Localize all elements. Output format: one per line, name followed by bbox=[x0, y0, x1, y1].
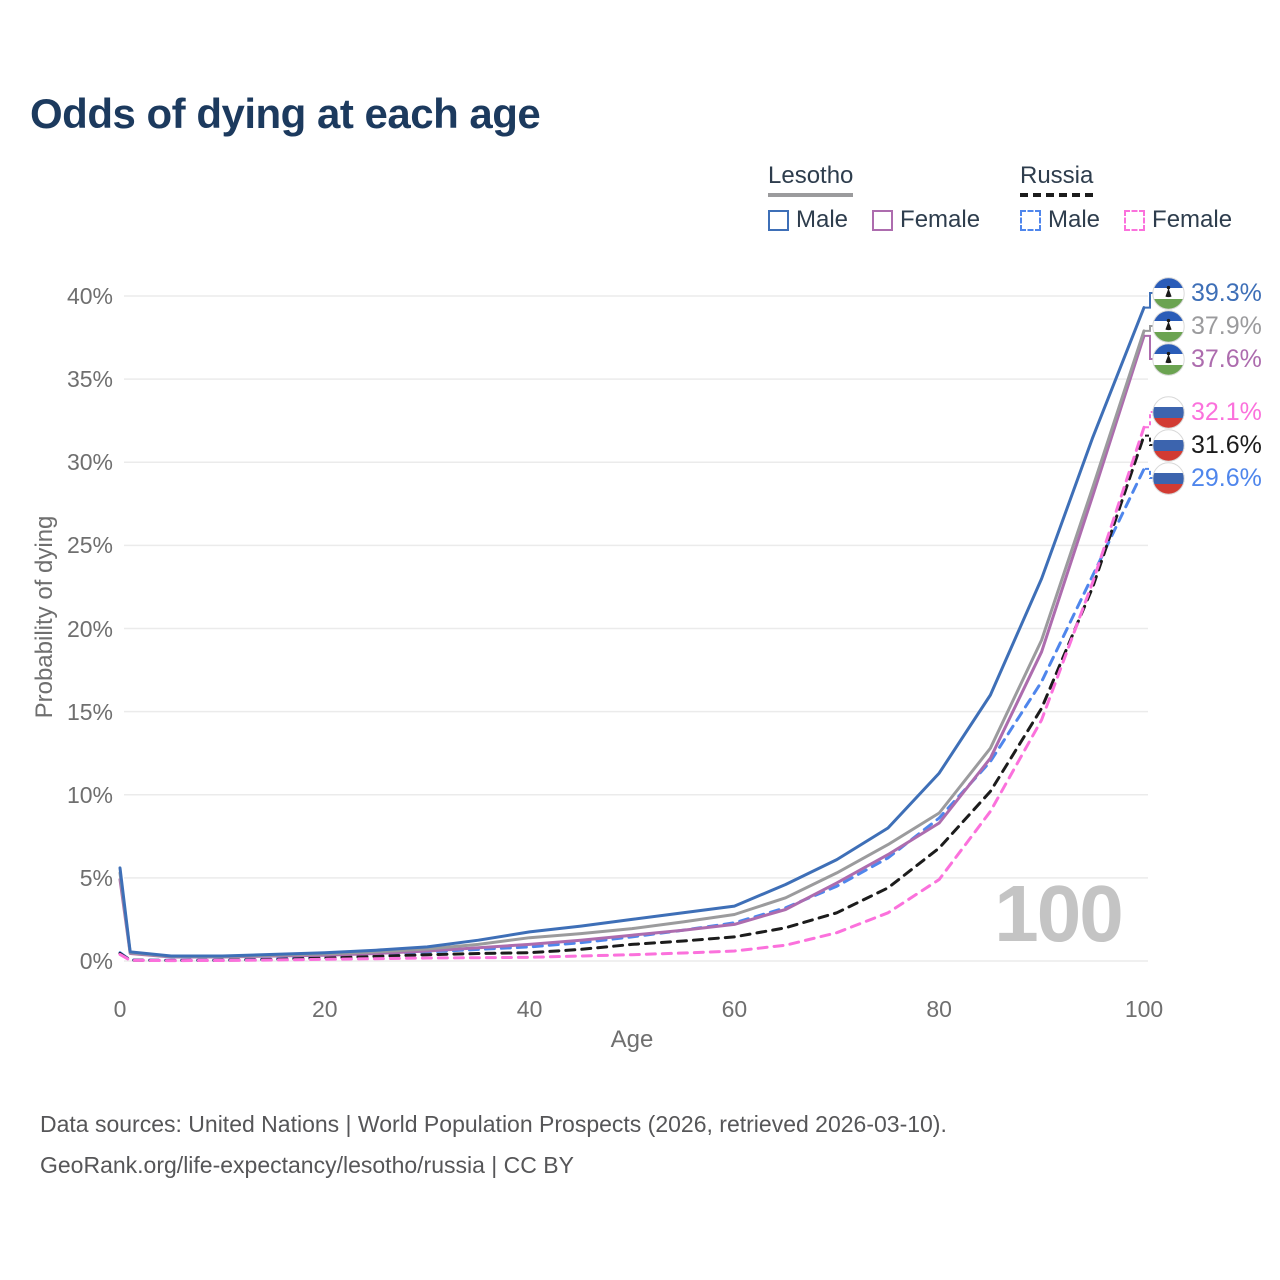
legend-row: Male Female bbox=[1020, 206, 1256, 234]
lesotho-flag-icon bbox=[1152, 342, 1185, 376]
x-axis-title: Age bbox=[610, 1026, 654, 1053]
legend-item-label: Male bbox=[1048, 206, 1101, 233]
legend-group-russia: Russia Male Female bbox=[1020, 162, 1256, 234]
russia-flag-icon bbox=[1152, 428, 1185, 462]
footer-sources-line: Data sources: United Nations | World Pop… bbox=[40, 1111, 947, 1137]
page-title: Odds of dying at each age bbox=[30, 90, 541, 137]
lesotho-flag-icon bbox=[1152, 309, 1185, 343]
mokorotlo-hat-icon bbox=[1166, 351, 1171, 355]
russia-male-swatch-icon[interactable] bbox=[1020, 209, 1041, 231]
end-label-lesotho: 37.9% bbox=[1152, 309, 1262, 343]
x-tick-label: 20 bbox=[312, 996, 338, 1022]
legend-item-label: Male bbox=[796, 206, 849, 233]
footer: Data sources: United Nations | World Pop… bbox=[40, 1104, 947, 1186]
end-label-russia-female: 32.1% bbox=[1152, 395, 1262, 429]
y-tick-label: 35% bbox=[66, 366, 113, 393]
end-label-value: 37.9% bbox=[1191, 311, 1262, 340]
legend-item-russia-female[interactable]: Female bbox=[1124, 206, 1232, 234]
series-line-lesotho bbox=[118, 329, 1146, 958]
end-label-russia-male: 29.6% bbox=[1152, 461, 1262, 495]
x-tick-label: 100 bbox=[1124, 996, 1164, 1022]
watermark-100: 100 bbox=[994, 869, 1123, 958]
legend-country-russia: Russia bbox=[1020, 162, 1094, 197]
y-tick-label: 20% bbox=[66, 615, 113, 642]
y-tick-label: 0% bbox=[79, 948, 113, 974]
russia-flag-icon bbox=[1152, 461, 1185, 495]
legend-item-lesotho-female[interactable]: Female bbox=[872, 206, 980, 234]
end-label-russia: 31.6% bbox=[1152, 428, 1262, 462]
y-tick-label: 30% bbox=[66, 449, 113, 476]
lesotho-flag-icon bbox=[1152, 276, 1185, 310]
legend-row: Male Female bbox=[768, 206, 1004, 234]
legend-item-label: Female bbox=[900, 206, 981, 233]
lesotho-female-swatch-icon[interactable] bbox=[872, 209, 894, 231]
y-tick-label: 5% bbox=[79, 864, 113, 891]
series-line-russia-female bbox=[118, 425, 1146, 963]
legend-country-lesotho: Lesotho bbox=[768, 162, 854, 197]
legend-group-lesotho: Lesotho Male Female bbox=[768, 162, 1004, 234]
end-label-value: 31.6% bbox=[1191, 430, 1262, 459]
legend-item-russia-male[interactable]: Male bbox=[1020, 206, 1100, 234]
footer-attribution-line: GeoRank.org/life-expectancy/lesotho/russ… bbox=[40, 1152, 574, 1178]
series-line-russia bbox=[118, 434, 1146, 962]
series-line-lesotho-female bbox=[118, 334, 1146, 959]
series-line-lesotho-male bbox=[118, 306, 1146, 958]
series-line-russia-male bbox=[118, 467, 1146, 962]
mokorotlo-hat-icon bbox=[1166, 318, 1171, 322]
x-tick-label: 40 bbox=[516, 996, 543, 1022]
end-label-lesotho-female: 37.6% bbox=[1152, 342, 1262, 376]
y-tick-label: 15% bbox=[66, 698, 113, 725]
x-tick-label: 0 bbox=[113, 996, 127, 1022]
end-label-value: 39.3% bbox=[1191, 278, 1262, 307]
y-tick-label: 25% bbox=[66, 532, 113, 559]
legend-item-label: Female bbox=[1152, 206, 1233, 233]
end-label-value: 37.6% bbox=[1191, 344, 1262, 373]
legend-item-lesotho-male[interactable]: Male bbox=[768, 206, 848, 234]
mokorotlo-hat-icon bbox=[1166, 285, 1171, 289]
end-label-lesotho-male: 39.3% bbox=[1152, 276, 1262, 310]
x-tick-label: 80 bbox=[926, 996, 952, 1022]
russia-female-swatch-icon[interactable] bbox=[1124, 209, 1146, 231]
end-label-value: 32.1% bbox=[1191, 397, 1262, 426]
x-tick-label: 60 bbox=[721, 996, 748, 1022]
y-tick-label: 40% bbox=[66, 283, 113, 309]
end-label-value: 29.6% bbox=[1191, 463, 1262, 492]
russia-flag-icon bbox=[1152, 395, 1185, 429]
lesotho-male-swatch-icon[interactable] bbox=[768, 209, 789, 231]
y-tick-label: 10% bbox=[66, 781, 113, 808]
